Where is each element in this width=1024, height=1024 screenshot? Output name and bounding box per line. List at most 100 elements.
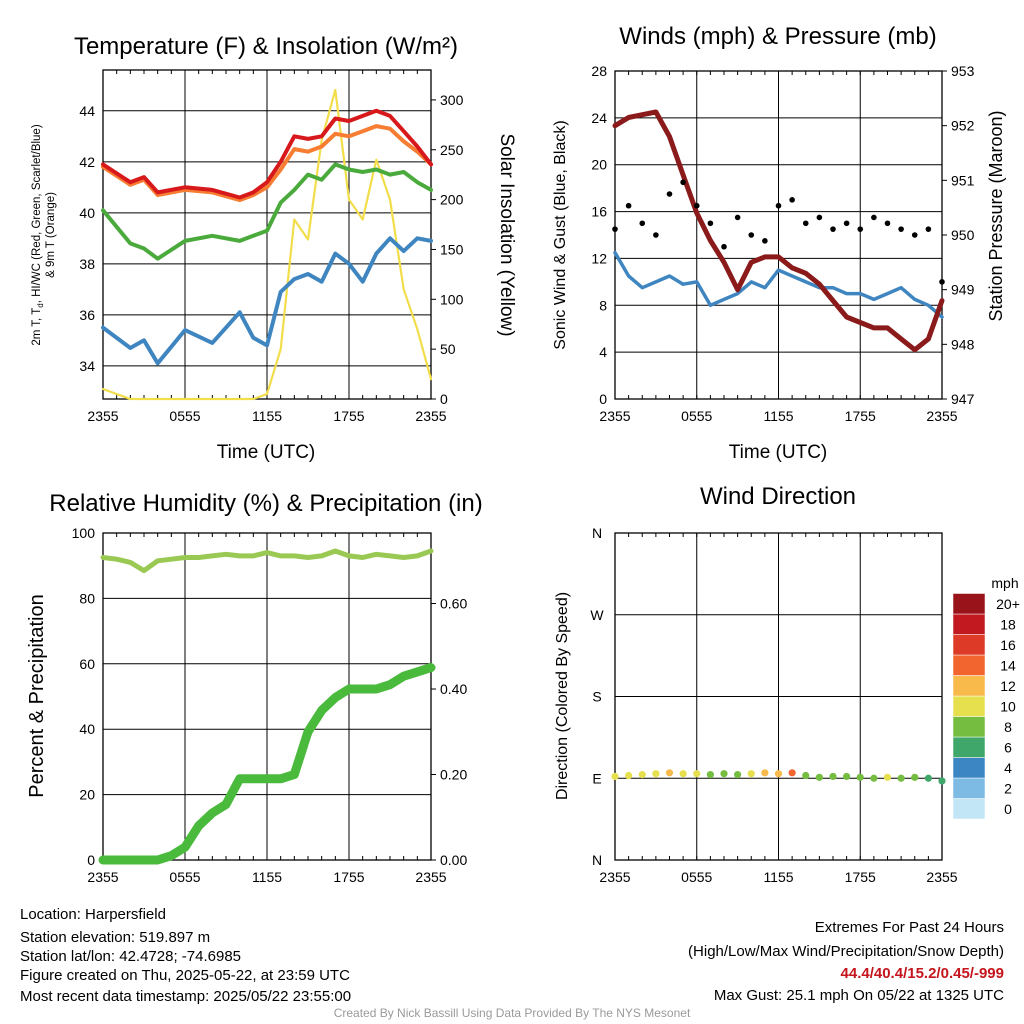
direction-tick-label: W	[590, 607, 604, 623]
y-tick-label: 80	[79, 590, 95, 606]
gust-point	[762, 238, 768, 244]
legend-swatch	[952, 675, 986, 697]
x-tick-label: 2355	[415, 869, 446, 885]
gust-point	[775, 202, 782, 209]
y2-tick-label: 300	[440, 92, 464, 108]
direction-point	[883, 773, 892, 781]
legend-label: 20+	[996, 596, 1020, 612]
winds-left-axis-label: Sonic Wind & Gust (Blue, Black)	[552, 120, 569, 349]
y-tick-label: 0	[599, 391, 607, 407]
x-tick-label: 0555	[169, 408, 200, 424]
legend-label: 0	[1004, 801, 1012, 817]
direction-point	[938, 777, 946, 785]
legend-swatch	[952, 613, 986, 635]
gust-point	[816, 214, 823, 221]
legend-swatch	[952, 634, 986, 656]
series-line-0	[613, 250, 944, 319]
gust-point	[857, 226, 864, 232]
direction-tick-label: E	[592, 770, 601, 786]
direction-point	[611, 772, 619, 781]
y-tick-label: 28	[591, 63, 607, 79]
gust-point	[666, 191, 673, 197]
y2-tick-label: 50	[440, 341, 456, 357]
y-tick-label: 4	[599, 344, 607, 360]
direction-point	[706, 771, 714, 779]
direction-point	[870, 774, 878, 782]
y2-tick-label: 100	[440, 291, 464, 307]
gust-point	[734, 214, 741, 221]
direction-point	[897, 774, 905, 782]
wdir-panel-title: Wind Direction	[700, 483, 856, 510]
y2-tick-label: 0	[440, 391, 448, 407]
gust-point	[639, 220, 646, 227]
x-tick-label: 1755	[333, 408, 364, 424]
temperature-insolation-panel: Temperature (F) & Insolation (W/m²) Time…	[31, 33, 517, 463]
temp-right-axis-label: Solar Insolation (Yellow)	[496, 133, 517, 336]
temp-left-axis-label-line2: & 9m T (Orange)	[45, 192, 57, 278]
legend-swatch	[952, 777, 986, 799]
y-tick-label: 42	[79, 154, 95, 170]
direction-point	[774, 770, 783, 778]
direction-point	[720, 770, 728, 778]
gust-point	[925, 226, 932, 232]
direction-tick-label: N	[592, 852, 602, 868]
direction-point	[761, 769, 769, 777]
y-tick-label: 0	[87, 852, 95, 868]
x-tick-label: 2355	[87, 408, 118, 424]
x-tick-label: 0555	[681, 869, 712, 885]
legend-swatch	[952, 716, 986, 738]
y-tick-label: 8	[599, 297, 607, 313]
extremes-subtitle: (High/Low/Max Wind/Precipitation/Snow De…	[688, 943, 1004, 960]
gust-point	[748, 232, 755, 238]
plot-frame	[102, 69, 432, 400]
legend-label: 14	[1000, 657, 1016, 673]
series-line-4	[101, 88, 433, 401]
direction-point	[693, 770, 701, 778]
y-tick-label: 20	[79, 787, 95, 803]
extremes-values: 44.4/40.4/15.2/0.45/-999	[840, 965, 1004, 982]
x-tick-label: 1155	[252, 869, 282, 885]
gust-point	[789, 197, 795, 203]
credit-line: Created By Nick Bassill Using Data Provi…	[333, 1006, 691, 1020]
gust-point	[898, 226, 904, 232]
direction-point	[652, 770, 660, 778]
y2-tick-label: 0.60	[440, 596, 467, 612]
temp-panel-title: Temperature (F) & Insolation (W/m²)	[74, 33, 458, 60]
legend-label: 2	[1004, 780, 1012, 796]
winds-pressure-panel: Winds (mph) & Pressure (mb) Time (UTC) S…	[552, 23, 1006, 463]
gust-point	[721, 243, 727, 250]
legend-swatch	[952, 757, 986, 779]
plot-frame	[102, 532, 432, 861]
y2-tick-label: 250	[440, 142, 464, 158]
y-tick-label: 100	[72, 525, 96, 541]
y2-tick-label: 200	[440, 192, 464, 208]
series-line-1	[101, 124, 433, 203]
y2-tick-label: 0.40	[440, 681, 467, 697]
footer-elevation: Station elevation: 519.897 m	[20, 929, 211, 946]
wdir-left-axis-label: Direction (Colored By Speed)	[554, 592, 571, 800]
extremes-title: Extremes For Past 24 Hours	[814, 919, 1004, 936]
direction-point	[638, 771, 646, 779]
direction-point	[679, 770, 687, 778]
y-tick-label: 16	[591, 204, 607, 220]
legend-label: 16	[1000, 637, 1016, 653]
y2-tick-label: 947	[951, 391, 975, 407]
x-tick-label: 1155	[763, 869, 793, 885]
footer-created: Figure created on Thu, 2025-05-22, at 23…	[20, 967, 350, 984]
x-tick-label: 2355	[599, 408, 630, 424]
series-line-1	[98, 663, 436, 865]
temp-left-axis-label: 2m T, Td, HI/WC (Red, Green, Scarlet/Blu…	[31, 124, 45, 345]
gust-point	[871, 214, 877, 221]
temp-x-axis-label: Time (UTC)	[217, 442, 316, 463]
plot-frame	[614, 532, 943, 861]
y2-tick-label: 952	[951, 118, 975, 134]
x-tick-label: 1755	[845, 408, 876, 424]
gust-point	[680, 179, 686, 186]
direction-point	[815, 773, 823, 781]
legend-label: 4	[1004, 760, 1012, 776]
wdir-legend-title: mph	[991, 575, 1018, 591]
extremes-box: Extremes For Past 24 Hours (High/Low/Max…	[688, 917, 1004, 1007]
temp-left-axis-label-part2: , HI/WC (Red, Green, Scarlet/Blue)	[31, 124, 43, 303]
gust-point	[939, 279, 945, 285]
legend-label: 12	[1000, 678, 1016, 694]
